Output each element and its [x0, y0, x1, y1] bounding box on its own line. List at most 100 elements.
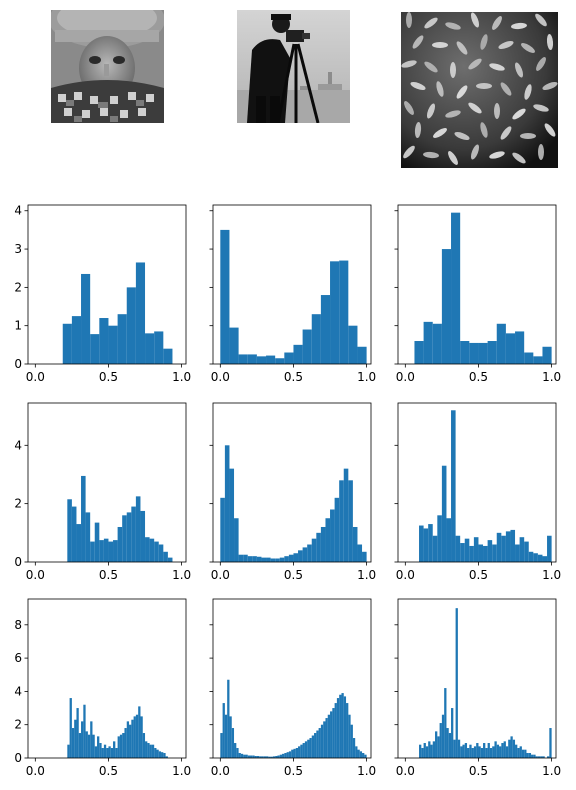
- histogram-bar: [510, 529, 516, 562]
- histogram-bar: [357, 346, 367, 364]
- histogram-bar: [275, 358, 285, 364]
- histogram-bar: [531, 754, 534, 758]
- histogram-bar: [81, 721, 84, 758]
- histogram-bar: [462, 744, 465, 758]
- histogram-bar: [227, 679, 230, 758]
- histogram-bar: [293, 748, 296, 758]
- histogram-bar: [140, 716, 143, 758]
- histogram-bar: [327, 714, 331, 758]
- histogram-bar: [163, 753, 166, 758]
- y-tick-label: 4: [14, 204, 22, 218]
- histogram-bar: [423, 528, 429, 562]
- axes-frame: [397, 204, 557, 365]
- histogram-bar: [524, 749, 527, 758]
- histogram-bar: [117, 526, 123, 562]
- histogram-panel-r2-c2: 0.0 0.5 1.0: [209, 402, 376, 582]
- y-tick-label: 0: [14, 357, 22, 371]
- histogram-bar: [126, 512, 132, 562]
- histogram-bar: [330, 509, 335, 562]
- histogram-bar: [460, 746, 463, 758]
- x-tick-label: 0.5: [469, 370, 488, 384]
- histogram-bar: [478, 544, 484, 562]
- histogram-bar: [435, 731, 438, 758]
- histogram-bar: [432, 535, 438, 562]
- histogram-bar: [275, 558, 280, 562]
- histogram-bar: [62, 323, 72, 364]
- cameraman-with-tripod-camera: [237, 10, 350, 123]
- histogram-bar: [263, 756, 267, 758]
- histogram-bar: [469, 744, 472, 758]
- histogram-bar: [455, 535, 461, 562]
- histogram-bar: [85, 731, 88, 758]
- histogram-bar: [300, 744, 303, 758]
- histogram-bar: [423, 743, 426, 758]
- histogram-bar: [252, 755, 255, 758]
- histogram-bar: [432, 323, 442, 364]
- histogram-bar: [131, 506, 136, 562]
- histogram-bar: [90, 721, 93, 758]
- histogram-bar: [485, 748, 488, 758]
- histogram-bar: [222, 703, 225, 758]
- histogram-bar: [108, 541, 114, 562]
- histogram-bar: [247, 556, 253, 562]
- histogram-bar: [455, 608, 458, 758]
- histogram-bar: [298, 746, 301, 758]
- histogram-bar: [256, 756, 260, 758]
- histogram-bar: [307, 544, 312, 562]
- histogram-bar: [419, 744, 422, 758]
- histogram-bar: [478, 342, 488, 364]
- histogram-bar: [231, 728, 235, 758]
- x-tick-label: 1.0: [172, 764, 191, 778]
- axes-frame: [212, 598, 372, 759]
- histogram-bar: [238, 354, 248, 364]
- histogram-bar: [314, 733, 317, 758]
- axes-frame: [397, 402, 557, 563]
- histogram-bar: [446, 518, 452, 562]
- histogram-bar: [460, 543, 465, 562]
- histogram-bar: [483, 545, 488, 562]
- histogram-bar: [94, 522, 100, 562]
- histogram-bar: [266, 756, 269, 758]
- histogram-bar: [67, 499, 72, 562]
- histogram-bar: [138, 706, 141, 758]
- histogram-bar: [74, 719, 77, 758]
- x-tick-label: 0.5: [284, 764, 303, 778]
- histogram-bar: [320, 295, 331, 364]
- histogram-bar: [311, 538, 317, 562]
- x-tick-label: 1.0: [357, 764, 376, 778]
- y-tick-label: 2: [14, 497, 22, 511]
- histogram-bar: [540, 756, 543, 758]
- histogram-bar: [302, 743, 305, 758]
- histogram-bar: [307, 739, 310, 758]
- histogram-bar: [83, 704, 86, 758]
- histogram-bar: [85, 512, 91, 562]
- y-tick-label: 4: [14, 684, 22, 698]
- histogram-bar: [149, 744, 152, 758]
- axes-frame: [212, 402, 372, 563]
- histogram-panel-r3-c3: 0.0 0.5 1.0: [394, 598, 561, 778]
- histogram-bar: [156, 749, 159, 758]
- histogram-bar: [357, 749, 360, 758]
- histogram-bar: [316, 532, 321, 562]
- y-tick-label: 4: [14, 438, 22, 452]
- histogram-bar: [167, 557, 173, 562]
- histogram-bar: [316, 730, 319, 758]
- histogram-bar: [332, 708, 335, 758]
- histogram-bar: [357, 544, 363, 562]
- histogram-bar: [142, 733, 146, 758]
- y-tick-label: 2: [14, 280, 22, 294]
- x-tick-label: 1.0: [542, 370, 561, 384]
- histogram-panel-r3-c1: 0.0 0.5 1.0 0 2 4 6 8: [14, 598, 191, 778]
- histogram-panel-r3-c2: 0.0 0.5 1.0: [209, 598, 376, 778]
- histogram-bar: [515, 331, 525, 364]
- histogram-bar: [229, 468, 235, 562]
- histogram-bar: [478, 746, 481, 758]
- histogram-bar: [76, 524, 82, 562]
- histogram-bar: [441, 249, 452, 364]
- histogram-bar: [505, 333, 516, 364]
- histogram-bar: [318, 728, 321, 758]
- histogram-bar: [501, 743, 504, 758]
- histogram-bar: [362, 551, 367, 562]
- histogram-bar: [90, 334, 100, 364]
- histogram-bar: [266, 557, 271, 562]
